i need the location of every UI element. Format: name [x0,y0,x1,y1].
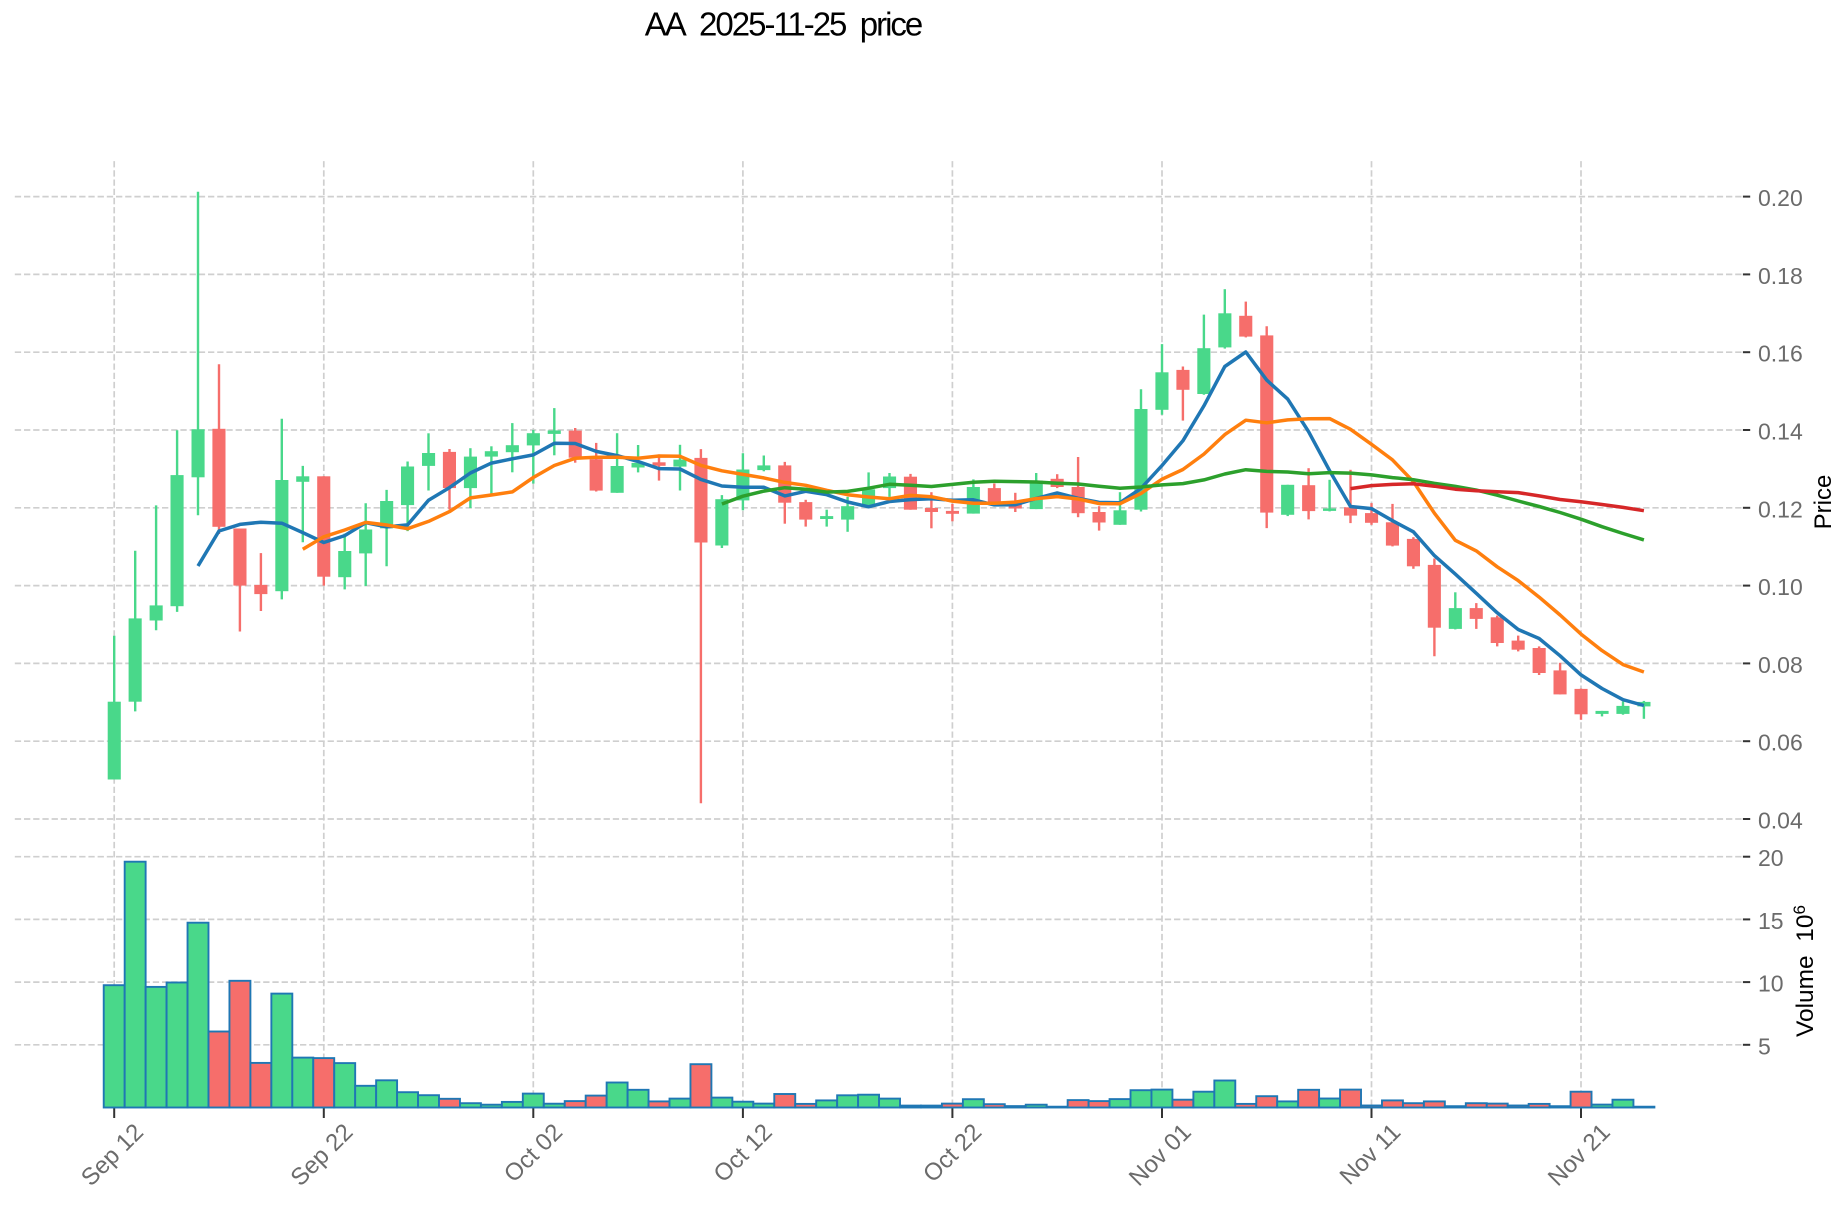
svg-text:0.20: 0.20 [1758,185,1803,211]
svg-text:0.06: 0.06 [1758,730,1803,756]
svg-text:0.18: 0.18 [1758,263,1803,289]
svg-text:0.12: 0.12 [1758,496,1803,522]
svg-text:AA 2025-11-25 price: AA 2025-11-25 price [645,6,922,43]
svg-text:Price: Price [1810,475,1837,530]
svg-text:20: 20 [1758,845,1784,871]
svg-text:0.08: 0.08 [1758,652,1803,678]
svg-text:Volume 106: Volume 106 [1790,905,1819,1037]
svg-text:10: 10 [1758,971,1784,997]
svg-text:0.14: 0.14 [1758,419,1803,445]
svg-text:0.10: 0.10 [1758,574,1803,600]
svg-text:15: 15 [1758,908,1784,934]
svg-text:5: 5 [1758,1033,1771,1059]
svg-text:0.04: 0.04 [1758,808,1803,834]
svg-text:0.16: 0.16 [1758,341,1803,367]
